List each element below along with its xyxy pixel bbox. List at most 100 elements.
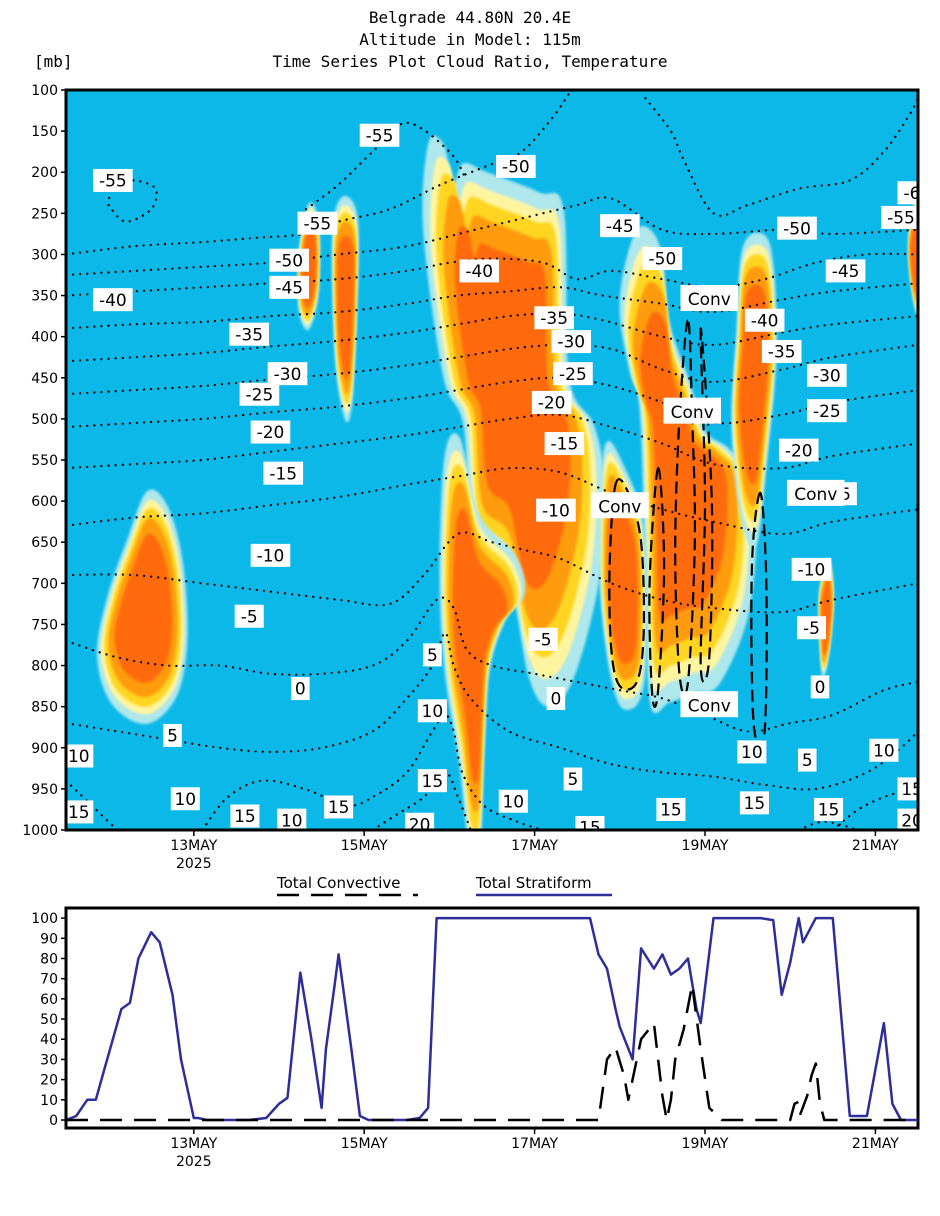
conv-label-0: Conv bbox=[680, 285, 739, 312]
isotherm-label-50-box bbox=[66, 800, 94, 824]
isotherm-label-14: -40 bbox=[744, 308, 785, 332]
isotherm-label-59: 20 bbox=[405, 812, 435, 830]
isotherm-label-58-text: 15 bbox=[901, 780, 923, 800]
isotherm--25-8 bbox=[66, 343, 918, 396]
isotherm--20-9 bbox=[66, 376, 918, 429]
date-tick-label-0: 13MAY bbox=[170, 838, 217, 854]
isotherm-label-43-text: 10 bbox=[68, 747, 90, 767]
conv-label-1: Conv bbox=[663, 397, 722, 424]
cloud-14may-b bbox=[331, 195, 359, 423]
ratio-tick-label-40: 40 bbox=[40, 1032, 58, 1048]
date-tick-label-3: 19MAY bbox=[682, 838, 729, 854]
isotherm-label-3-text: -55 bbox=[887, 209, 915, 229]
isotherm-label-37-text: 0 bbox=[550, 690, 561, 710]
ratio-tick-label-0: 0 bbox=[49, 1113, 58, 1129]
isotherm-label-8-text: -50 bbox=[783, 219, 811, 239]
cloud-21may-layer-4 bbox=[910, 216, 918, 295]
isotherm-label-53-text: 15 bbox=[422, 772, 444, 792]
isotherm-label-0-text: -55 bbox=[99, 172, 127, 192]
conv-label-0-box bbox=[680, 285, 739, 312]
isotherm-label-39: 5 bbox=[423, 643, 442, 667]
pressure-tick-label-750: 750 bbox=[31, 617, 58, 633]
conv-label-3-text: Conv bbox=[794, 485, 837, 505]
isotherm-label-4-box bbox=[897, 181, 918, 205]
isotherm-label-40-text: 5 bbox=[167, 727, 178, 747]
ratio-tick-label-100: 100 bbox=[31, 911, 58, 927]
isotherm-label-35: -5 bbox=[796, 616, 827, 640]
isotherm-label-12: -40 bbox=[93, 288, 133, 312]
isotherm-label-53-box bbox=[417, 769, 447, 793]
isotherm-label-34-text: -5 bbox=[535, 630, 552, 650]
pressure-tick-label-500: 500 bbox=[31, 412, 58, 428]
isotherm-label-35-box bbox=[796, 616, 827, 640]
date-tick-label-2: 17MAY bbox=[511, 838, 558, 854]
isotherm-label-42-box bbox=[797, 748, 817, 772]
isotherm-label-44-box bbox=[170, 787, 200, 811]
bottom-date-tick-label-3: 19MAY bbox=[682, 1136, 729, 1152]
cloud-14may-b-layer-4 bbox=[337, 235, 355, 380]
isotherm-label-46-box bbox=[277, 808, 307, 830]
isotherm-label-33: -5 bbox=[234, 604, 264, 628]
bottom-frame bbox=[64, 906, 920, 1130]
isotherm-label-18: -30 bbox=[267, 362, 308, 386]
isotherm-label-36-text: 0 bbox=[295, 680, 306, 700]
isotherm-label-25-text: -20 bbox=[538, 394, 566, 414]
isotherm-label-27-box bbox=[263, 461, 304, 485]
conv-label-2: Conv bbox=[591, 492, 649, 519]
isotherm-label-28-text: -15 bbox=[551, 435, 579, 455]
isotherm-label-50: 15 bbox=[66, 800, 94, 824]
isotherm-label-3-box bbox=[881, 205, 918, 229]
series-total-convective bbox=[66, 983, 918, 1122]
bottom-date-tick-label-4: 21MAY bbox=[852, 1136, 899, 1152]
chart-title-altitude: Altitude in Model: 115m bbox=[359, 30, 581, 49]
isotherm-label-19-box bbox=[551, 330, 592, 354]
isotherm-label-12-text: -40 bbox=[99, 291, 127, 311]
isotherm-label-28: -15 bbox=[544, 432, 585, 456]
isotherm--50-3 bbox=[644, 97, 918, 217]
isotherm-label-1: -55 bbox=[359, 123, 400, 147]
isotherm--10-11 bbox=[66, 466, 918, 536]
date-tick-label-1: 15MAY bbox=[341, 838, 388, 854]
isotherm-label-47: 10 bbox=[498, 789, 528, 813]
pressure-tick-label-550: 550 bbox=[31, 453, 58, 469]
isotherm-label-51-box bbox=[230, 804, 260, 828]
isotherm-label-59-box bbox=[405, 812, 435, 830]
convective-contour-1 bbox=[648, 467, 666, 709]
isotherm-label-16-box bbox=[534, 306, 575, 330]
pressure-tick-label-600: 600 bbox=[31, 494, 58, 510]
ratio-tick-label-60: 60 bbox=[40, 992, 58, 1008]
convective-contour-3 bbox=[699, 327, 714, 683]
isotherm-label-9: -45 bbox=[599, 214, 640, 238]
isotherm-label-48-text: 10 bbox=[741, 743, 763, 763]
isotherm-label-15: -35 bbox=[229, 322, 269, 346]
ratio-tick-label-10: 10 bbox=[40, 1093, 58, 1109]
isotherm-label-57: 15 bbox=[814, 797, 844, 821]
isotherm-label-55-box bbox=[656, 797, 686, 821]
isotherm-label-8: -50 bbox=[777, 216, 817, 240]
isotherm-label-53: 15 bbox=[417, 769, 447, 793]
conv-label-0-text: Conv bbox=[688, 290, 731, 310]
conv-label-1-box bbox=[663, 397, 722, 424]
isotherm-label-24-box bbox=[250, 420, 291, 444]
isotherm-label-30-text: -10 bbox=[257, 546, 285, 566]
isotherm-label-56-box bbox=[739, 791, 769, 815]
ratio-tick-label-70: 70 bbox=[40, 972, 58, 988]
isotherm-label-5-text: -50 bbox=[502, 158, 530, 178]
isotherm-label-52: 15 bbox=[324, 795, 354, 819]
pressure-tick-label-250: 250 bbox=[31, 206, 58, 222]
isotherm-label-9-text: -45 bbox=[606, 217, 634, 237]
isotherm-label-17: -35 bbox=[761, 339, 802, 363]
isotherm-label-54: 15 bbox=[575, 816, 605, 830]
isotherm-15-18 bbox=[371, 771, 472, 830]
isotherm-label-17-box bbox=[761, 339, 802, 363]
isotherm-label-33-text: -5 bbox=[241, 607, 258, 627]
pressure-tick-label-400: 400 bbox=[31, 330, 58, 346]
isotherm--5-12 bbox=[66, 531, 918, 614]
isotherm-label-40: 5 bbox=[163, 723, 182, 747]
isotherm-label-58: 15 bbox=[897, 777, 923, 801]
pressure-tick-label-650: 650 bbox=[31, 535, 58, 551]
isotherm-label-9-box bbox=[599, 214, 640, 238]
isotherm-label-6-box bbox=[269, 248, 310, 272]
isotherm-label-52-box bbox=[324, 795, 354, 819]
conv-label-3-box bbox=[786, 479, 845, 506]
